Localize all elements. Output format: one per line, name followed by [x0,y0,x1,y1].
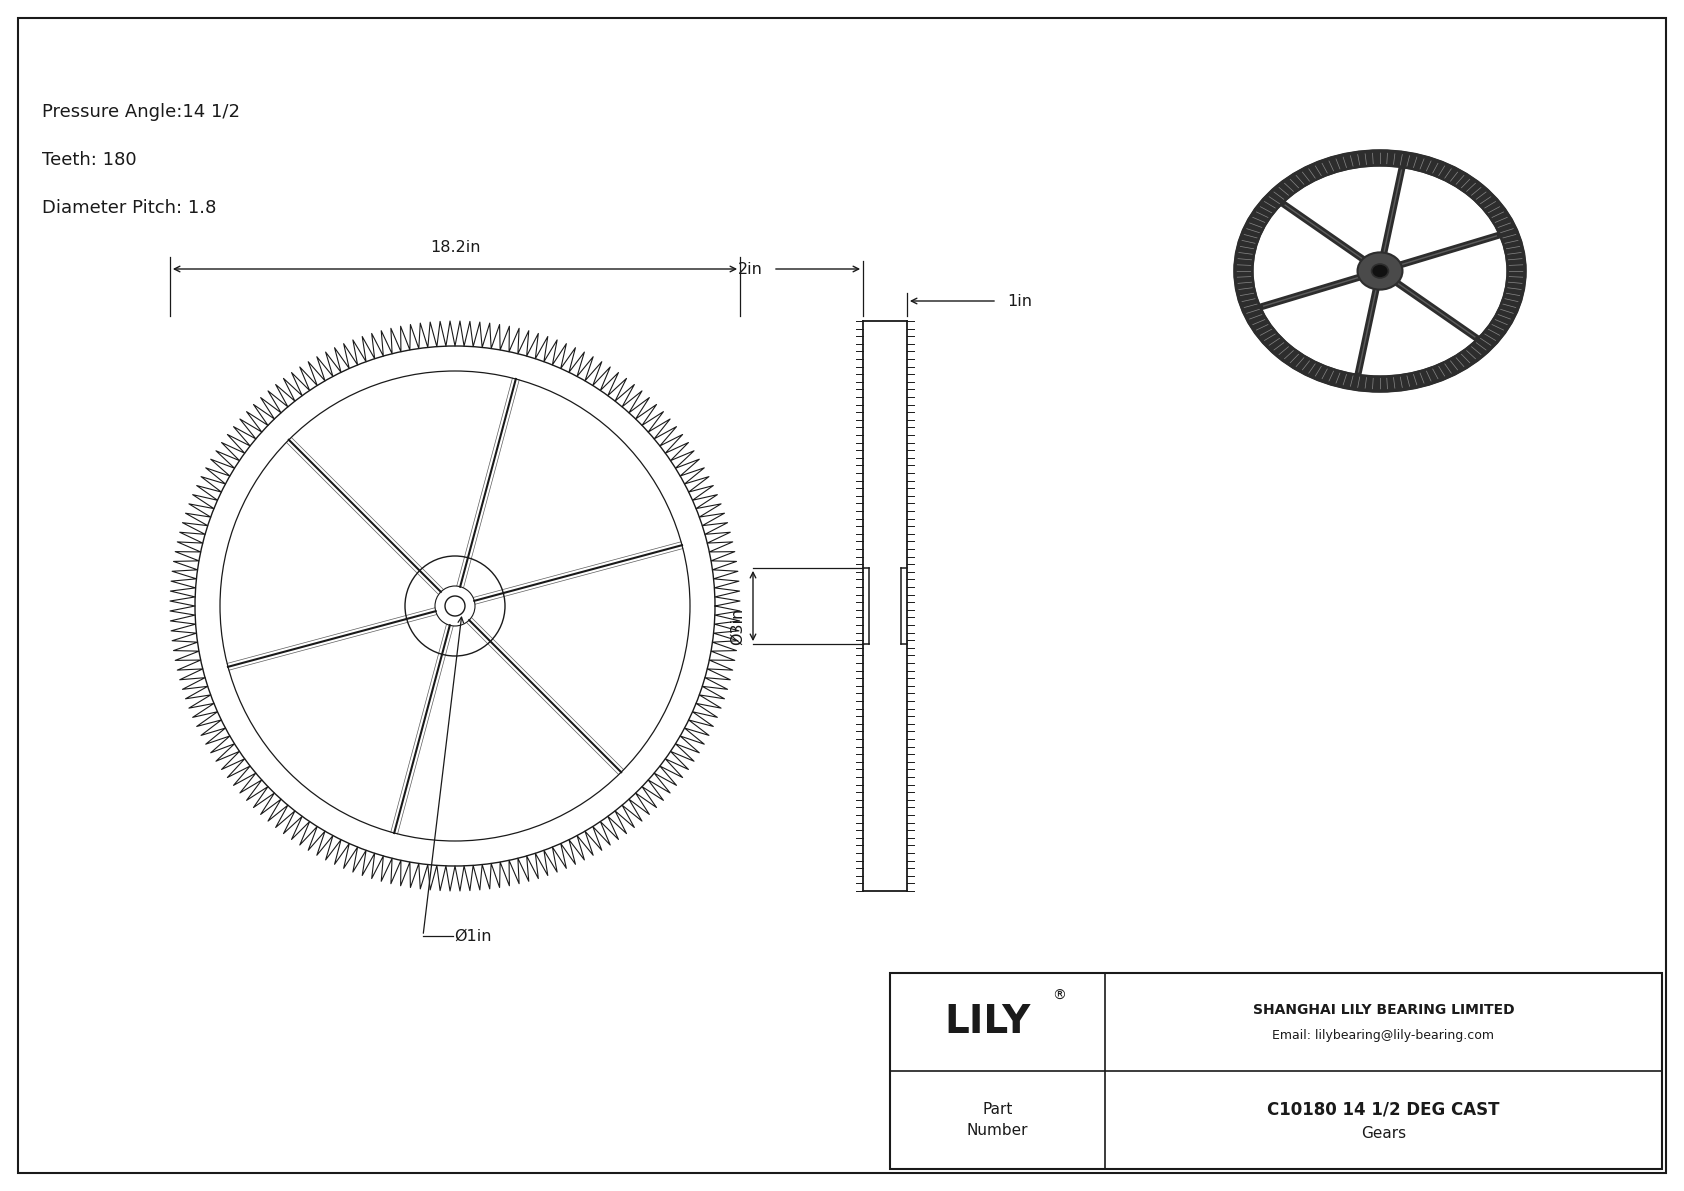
Ellipse shape [1234,151,1526,391]
Text: ®: ® [1052,989,1066,1003]
Text: SHANGHAI LILY BEARING LIMITED: SHANGHAI LILY BEARING LIMITED [1253,1003,1514,1017]
Text: Part
Number: Part Number [967,1102,1029,1137]
Text: Ø3in: Ø3in [729,607,744,644]
Text: 1in: 1in [1007,293,1032,308]
Ellipse shape [1357,252,1403,289]
Text: Gears: Gears [1361,1127,1406,1141]
Text: Diameter Pitch: 1.8: Diameter Pitch: 1.8 [42,199,216,217]
Ellipse shape [1371,264,1388,278]
Text: C10180 14 1/2 DEG CAST: C10180 14 1/2 DEG CAST [1268,1100,1500,1120]
Text: LILY: LILY [945,1003,1031,1041]
Text: Ø1in: Ø1in [455,929,492,943]
Bar [891,973,1662,1170]
Text: Email: lilybearing@lily-bearing.com: Email: lilybearing@lily-bearing.com [1273,1029,1494,1042]
Text: Teeth: 180: Teeth: 180 [42,151,136,169]
Circle shape [445,596,465,616]
Text: Pressure Angle:14 1/2: Pressure Angle:14 1/2 [42,102,241,121]
Text: 2in: 2in [738,262,763,276]
Text: 18.2in: 18.2in [429,241,480,255]
Ellipse shape [1253,166,1507,376]
